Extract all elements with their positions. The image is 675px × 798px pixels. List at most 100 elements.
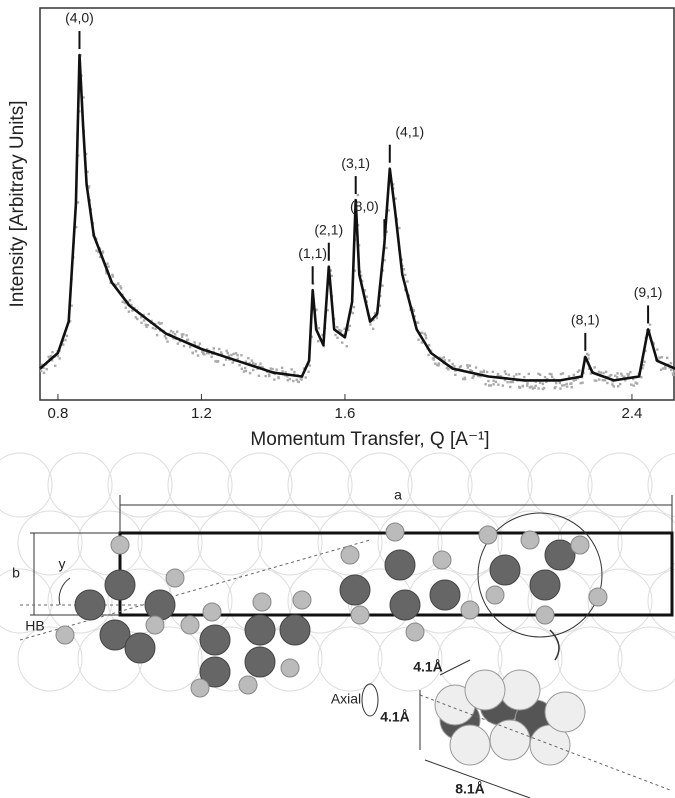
measured-point bbox=[608, 374, 612, 377]
measured-point bbox=[48, 357, 51, 360]
measured-point bbox=[216, 359, 220, 363]
hydrogen-atom bbox=[432, 550, 452, 570]
substrate-atom bbox=[617, 626, 675, 692]
measured-point bbox=[523, 375, 526, 379]
measured-point bbox=[205, 351, 209, 355]
peak-label: (8,0) bbox=[350, 198, 379, 214]
measured-point bbox=[224, 358, 228, 361]
measured-point bbox=[420, 341, 423, 344]
measured-point bbox=[207, 352, 210, 355]
measured-point bbox=[542, 386, 546, 390]
measured-point bbox=[360, 279, 364, 283]
measured-point bbox=[336, 336, 339, 340]
measured-point bbox=[420, 331, 424, 335]
measured-point bbox=[622, 376, 626, 379]
measured-point bbox=[437, 364, 440, 367]
measured-point bbox=[534, 384, 537, 388]
measured-point bbox=[269, 367, 272, 370]
measured-point bbox=[51, 350, 54, 354]
measured-point bbox=[560, 384, 564, 387]
measured-point bbox=[131, 309, 134, 312]
carbon-atom bbox=[244, 614, 276, 646]
measured-point bbox=[670, 368, 673, 372]
measured-point bbox=[176, 342, 180, 345]
peak-label: (9,1) bbox=[634, 284, 663, 300]
measured-point bbox=[567, 375, 571, 378]
measured-point bbox=[525, 384, 529, 387]
measured-point bbox=[537, 372, 540, 376]
measured-point bbox=[479, 370, 482, 373]
measured-point bbox=[42, 371, 46, 374]
measured-point bbox=[620, 374, 624, 377]
measured-point bbox=[288, 377, 291, 381]
measured-point bbox=[534, 380, 537, 383]
measured-point bbox=[484, 383, 487, 386]
measured-point bbox=[50, 359, 54, 362]
chart: 0.8 1.2 1.6 2.4 (4,0) (1,1) (2,1) (3,1) (8,0) (4,… bbox=[39, 7, 675, 422]
measured-point bbox=[576, 370, 580, 374]
measured-point bbox=[292, 379, 295, 383]
measured-point bbox=[86, 170, 89, 173]
space-fill-atom bbox=[499, 669, 541, 711]
measured-point bbox=[87, 185, 91, 188]
measured-point bbox=[244, 369, 248, 373]
measured-point bbox=[469, 368, 472, 372]
axis-label: Axial bbox=[331, 691, 361, 707]
measured-point bbox=[561, 372, 565, 375]
measured-point bbox=[614, 374, 617, 377]
measured-point bbox=[140, 316, 143, 319]
measured-point bbox=[225, 349, 228, 353]
measured-point bbox=[427, 344, 431, 347]
substrate-atom bbox=[47, 568, 113, 634]
measured-point bbox=[413, 315, 416, 318]
measured-point bbox=[432, 358, 436, 361]
measured-point bbox=[559, 372, 563, 376]
measured-point bbox=[509, 385, 512, 389]
measured-point bbox=[504, 372, 508, 376]
rotation-arrow bbox=[361, 683, 379, 717]
measured-point bbox=[671, 372, 675, 375]
hydrogen-atom bbox=[405, 622, 425, 642]
measured-point bbox=[338, 328, 341, 332]
measured-point bbox=[154, 327, 157, 331]
measured-point bbox=[445, 366, 449, 370]
measured-point bbox=[151, 326, 155, 330]
measured-point bbox=[232, 352, 235, 356]
measured-point bbox=[530, 385, 533, 388]
measured-point bbox=[448, 359, 451, 362]
measured-point bbox=[49, 354, 53, 358]
measured-point bbox=[144, 323, 148, 326]
measured-point bbox=[243, 366, 247, 370]
measured-point bbox=[182, 344, 186, 348]
measured-point bbox=[538, 373, 542, 376]
measured-point bbox=[554, 385, 557, 389]
measured-point bbox=[541, 387, 545, 391]
dim-line bbox=[424, 759, 531, 798]
measured-point bbox=[615, 376, 619, 379]
measured-point bbox=[336, 325, 339, 329]
measured-point bbox=[101, 251, 104, 255]
measured-point bbox=[75, 225, 78, 229]
measured-point bbox=[271, 367, 274, 371]
measured-point bbox=[424, 336, 428, 340]
measured-point bbox=[351, 311, 354, 315]
measured-point bbox=[363, 289, 367, 292]
hydrogen-atom bbox=[478, 525, 498, 545]
measured-point bbox=[394, 197, 397, 200]
measured-point bbox=[538, 381, 542, 385]
measured-point bbox=[302, 367, 306, 370]
measured-point bbox=[134, 316, 137, 319]
measured-point bbox=[543, 375, 547, 379]
measured-point bbox=[471, 376, 474, 380]
hydrogen-atom bbox=[165, 568, 185, 588]
measured-point bbox=[558, 381, 562, 385]
measured-point bbox=[548, 372, 552, 376]
substrate-atom bbox=[0, 452, 53, 518]
measured-point bbox=[491, 370, 495, 374]
carbon-atom bbox=[384, 549, 416, 581]
measured-point bbox=[466, 364, 469, 367]
measured-point bbox=[620, 372, 623, 375]
measured-point bbox=[218, 347, 221, 351]
measured-point bbox=[648, 323, 652, 326]
measured-point bbox=[643, 360, 646, 363]
